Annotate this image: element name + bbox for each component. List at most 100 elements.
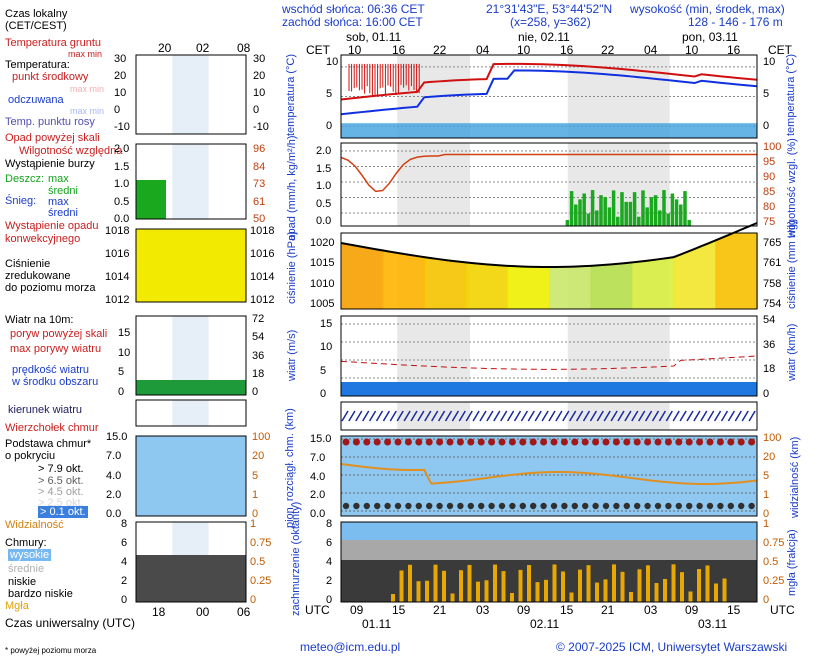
cloud-base-dot xyxy=(353,503,359,509)
fog-bar xyxy=(510,593,514,602)
cloud-base-dot xyxy=(696,503,702,509)
cloud-top-dot xyxy=(623,439,630,446)
cloud-base-dot xyxy=(561,503,567,509)
tick-legend-pressure-left: 1016 xyxy=(105,248,129,260)
cloud-base-dot xyxy=(707,503,713,509)
tick-fog-right: 0.25 xyxy=(763,575,784,587)
cloud-base-dot xyxy=(520,503,526,509)
tick-humidity-right: 90 xyxy=(763,171,775,183)
cloud-top-dot xyxy=(415,439,422,446)
night-band-dir-0 xyxy=(397,402,470,430)
cloud-top-dot xyxy=(551,439,558,446)
cloud-top-dot xyxy=(717,439,724,446)
fog-bar xyxy=(408,565,412,602)
tick-precip-left: 1.0 xyxy=(316,180,331,192)
cloud-top-dot xyxy=(374,439,381,446)
utc-hour-label: 15 xyxy=(560,604,573,616)
tick-legend-clouds: 2 xyxy=(121,575,127,587)
cloud-base-dot xyxy=(748,503,754,509)
cloud-base-dot xyxy=(374,503,380,509)
tick-legend-fog: 0 xyxy=(250,594,256,606)
meteogram: wschód słońca: 06:36 CET zachód słońca: … xyxy=(0,0,820,660)
cloud-base-dot xyxy=(665,503,671,509)
tick-legend-temp-right: -10 xyxy=(253,121,269,133)
cloud-base-dot xyxy=(509,503,515,509)
tick-wind-right: 36 xyxy=(763,339,775,351)
tick-legend-clouds: 8 xyxy=(121,518,127,530)
tick-temp-right: 5 xyxy=(763,88,769,100)
precip-bar xyxy=(574,205,578,226)
tick-wind-right: 18 xyxy=(763,363,775,375)
tick-pressure-left: 1015 xyxy=(310,257,334,269)
cloud-top-dot xyxy=(405,439,412,446)
tick-fog-right: 0 xyxy=(763,594,769,606)
tick-cloudiness-left: 0 xyxy=(326,594,332,606)
precip-bar xyxy=(591,190,595,226)
cloud-top-dot xyxy=(644,439,651,446)
tick-pressure-left: 1020 xyxy=(310,237,334,249)
cloud-base-dot xyxy=(603,503,609,509)
tick-legend-pressure-left: 1012 xyxy=(105,294,129,306)
tick-legend-temp-left: 30 xyxy=(114,53,126,65)
legend-night-dir xyxy=(172,400,208,426)
tick-fog-right: 1 xyxy=(763,518,769,530)
cloud-base-dot xyxy=(343,503,349,509)
fog-bar xyxy=(425,581,429,602)
tick-legend-precip: 2.0 xyxy=(114,143,129,155)
utc-hour-label: 21 xyxy=(601,604,614,616)
cloud-top-dot xyxy=(447,439,454,446)
precip-bar xyxy=(629,202,633,226)
precip-bar xyxy=(650,197,654,226)
cloud-top-dot xyxy=(478,439,485,446)
cloud-base-dot xyxy=(364,503,370,509)
tick-legend-pressure-left: 1014 xyxy=(105,271,129,283)
tick-pressure-left: 1010 xyxy=(310,278,334,290)
tick-precip-left: 2.0 xyxy=(316,145,331,157)
cloud-base-dot xyxy=(686,503,692,509)
tick-cloudbase-left: 2.0 xyxy=(310,489,325,501)
tick-legend-wind-right: 18 xyxy=(252,368,264,380)
tick-wind-left: 0 xyxy=(320,388,326,400)
footer-email[interactable]: meteo@icm.edu.pl xyxy=(300,641,400,653)
cloud-base-dot xyxy=(582,503,588,509)
tick-precip-left: 1.5 xyxy=(316,163,331,175)
fog-bar xyxy=(468,565,472,602)
tick-legend-fog: 0.5 xyxy=(250,556,265,568)
precip-bar xyxy=(662,190,666,226)
tick-pressure-right: 758 xyxy=(763,278,781,290)
cloud-top-dot xyxy=(582,439,589,446)
fog-bar xyxy=(442,571,446,602)
fog-bar xyxy=(391,594,395,602)
precip-bar xyxy=(666,214,670,226)
tick-wind-right: 54 xyxy=(763,314,775,326)
night-band-dir-1 xyxy=(568,402,670,430)
axis-wind-right: wiatr (km/h) xyxy=(786,331,798,381)
tick-legend-temp-right: 20 xyxy=(253,70,265,82)
legend-precip-bars xyxy=(136,180,166,219)
fog-bar xyxy=(663,579,667,602)
fog-bar xyxy=(595,583,599,602)
cloud-top-dot xyxy=(395,439,402,446)
precip-bar xyxy=(645,207,649,226)
fog-bar xyxy=(536,582,540,602)
cloud-top-dot xyxy=(457,439,464,446)
utc-label-right: UTC xyxy=(770,604,795,616)
tick-legend-fog: 0.25 xyxy=(250,575,271,587)
tick-legend-humidity: 84 xyxy=(253,161,265,173)
cloud-top-dot xyxy=(353,439,360,446)
tick-legend-precip: 1.0 xyxy=(114,178,129,190)
cloud-base-dot xyxy=(405,503,411,509)
cet-hour-label: 04 xyxy=(644,44,657,56)
tick-precip-left: 0.0 xyxy=(316,215,331,227)
tick-humidity-right: 95 xyxy=(763,156,775,168)
cloud-top-dot xyxy=(499,439,506,446)
tick-legend-visibility: 1 xyxy=(252,489,258,501)
tick-cloudbase-left: 4.0 xyxy=(310,471,325,483)
tick-precip-left: 0.5 xyxy=(316,198,331,210)
axis-wind-left: wiatr (m/s) xyxy=(286,331,298,381)
cloud-top-dot xyxy=(707,439,714,446)
fog-bar xyxy=(672,564,676,602)
tick-legend-cloudbase: 7.0 xyxy=(106,450,121,462)
fog-bar xyxy=(604,579,608,602)
tick-legend-wind-right: 54 xyxy=(252,331,264,343)
